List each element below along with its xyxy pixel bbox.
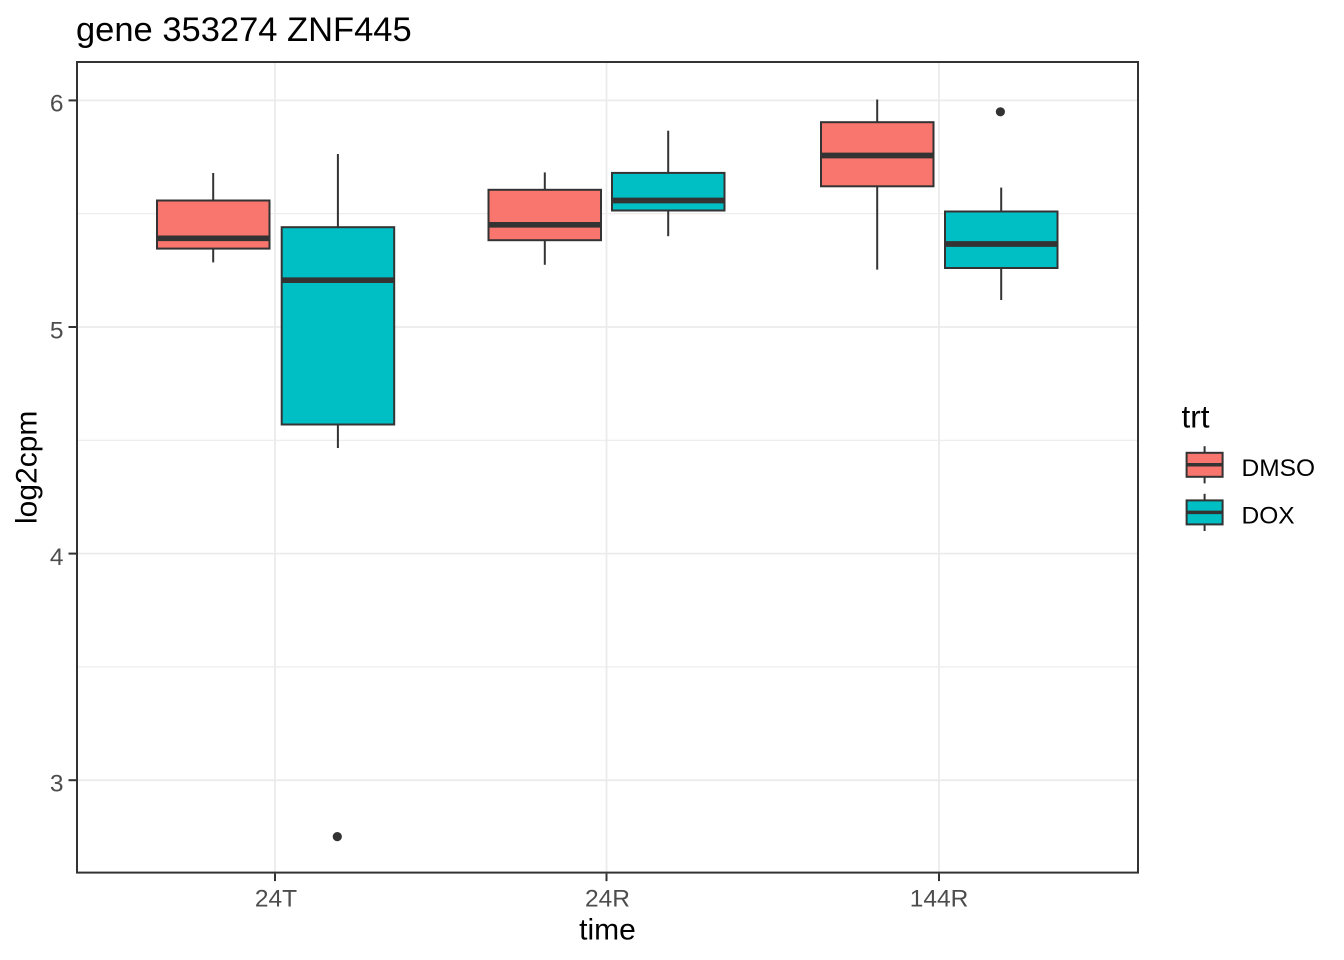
svg-text:gene 353274 ZNF445: gene 353274 ZNF445 — [76, 11, 412, 49]
svg-text:DMSO: DMSO — [1242, 455, 1316, 482]
svg-text:trt: trt — [1182, 398, 1210, 434]
svg-text:DOX: DOX — [1242, 503, 1295, 530]
svg-text:log2cpm: log2cpm — [11, 411, 44, 524]
svg-text:24T: 24T — [255, 886, 297, 913]
svg-text:3: 3 — [50, 771, 64, 798]
svg-text:6: 6 — [50, 91, 64, 118]
svg-text:time: time — [579, 914, 636, 947]
svg-text:4: 4 — [50, 544, 64, 571]
svg-text:144R: 144R — [910, 886, 969, 913]
svg-text:24R: 24R — [585, 886, 630, 913]
svg-text:5: 5 — [50, 317, 64, 344]
